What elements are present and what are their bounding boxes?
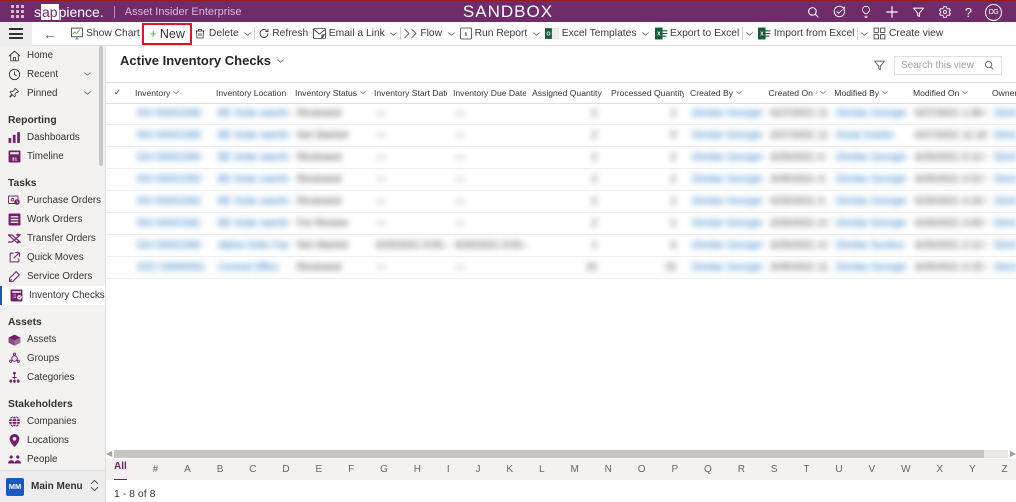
svg-text:X: X <box>760 32 764 38</box>
svg-text:31: 31 <box>12 156 18 162</box>
svg-text:X: X <box>657 32 661 38</box>
svg-text:fi: fi <box>465 32 468 38</box>
svg-text:O: O <box>547 32 551 38</box>
